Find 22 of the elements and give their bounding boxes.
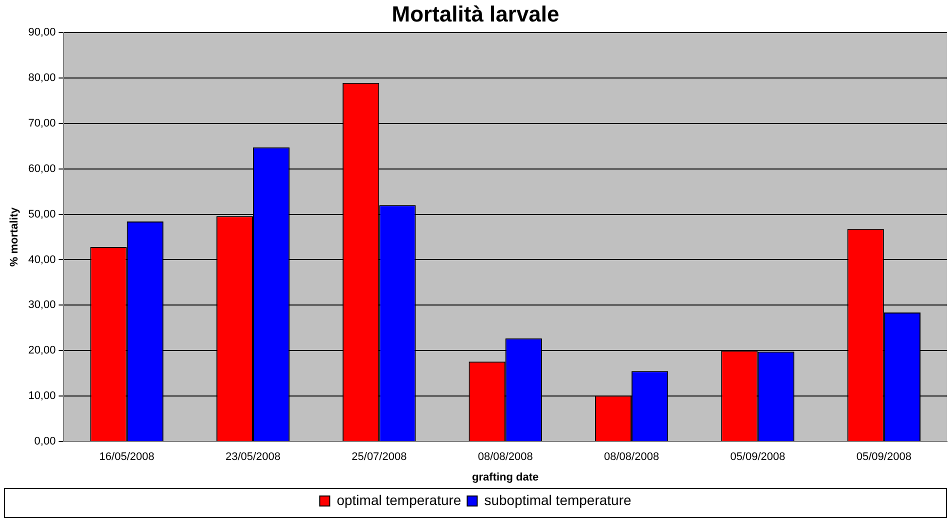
- y-tick-label: 70,00: [28, 117, 56, 130]
- y-tick-label: 20,00: [28, 344, 56, 357]
- x-tick-label: 05/09/2008: [730, 451, 786, 464]
- y-tick-label: 80,00: [28, 72, 56, 84]
- x-tick-label: 08/08/2008: [478, 451, 533, 464]
- y-tick-label: 50,00: [28, 208, 56, 220]
- y-tick-label: 90,00: [28, 26, 56, 38]
- y-tick-label: 10,00: [28, 390, 56, 402]
- x-tick-label: 08/08/2008: [604, 451, 660, 464]
- x-tick-label: 05/09/2008: [856, 451, 912, 464]
- y-tick-label: 60,00: [28, 162, 56, 175]
- x-axis-title: grafting date: [472, 471, 539, 484]
- y-tick-label: 30,00: [28, 299, 56, 312]
- chart-title: Mortalità larvale: [392, 1, 560, 26]
- x-tick-label: 16/05/2008: [99, 451, 154, 464]
- x-tick-label: 23/05/2008: [225, 451, 281, 464]
- legend-label: suboptimal temperature: [484, 492, 632, 508]
- legend-label: optimal temperature: [336, 492, 462, 508]
- y-axis-title: % mortality: [8, 206, 21, 267]
- y-tick-label: 0,00: [34, 436, 56, 448]
- y-tick-label: 40,00: [28, 254, 56, 266]
- x-tick-label: 25/07/2008: [352, 451, 407, 464]
